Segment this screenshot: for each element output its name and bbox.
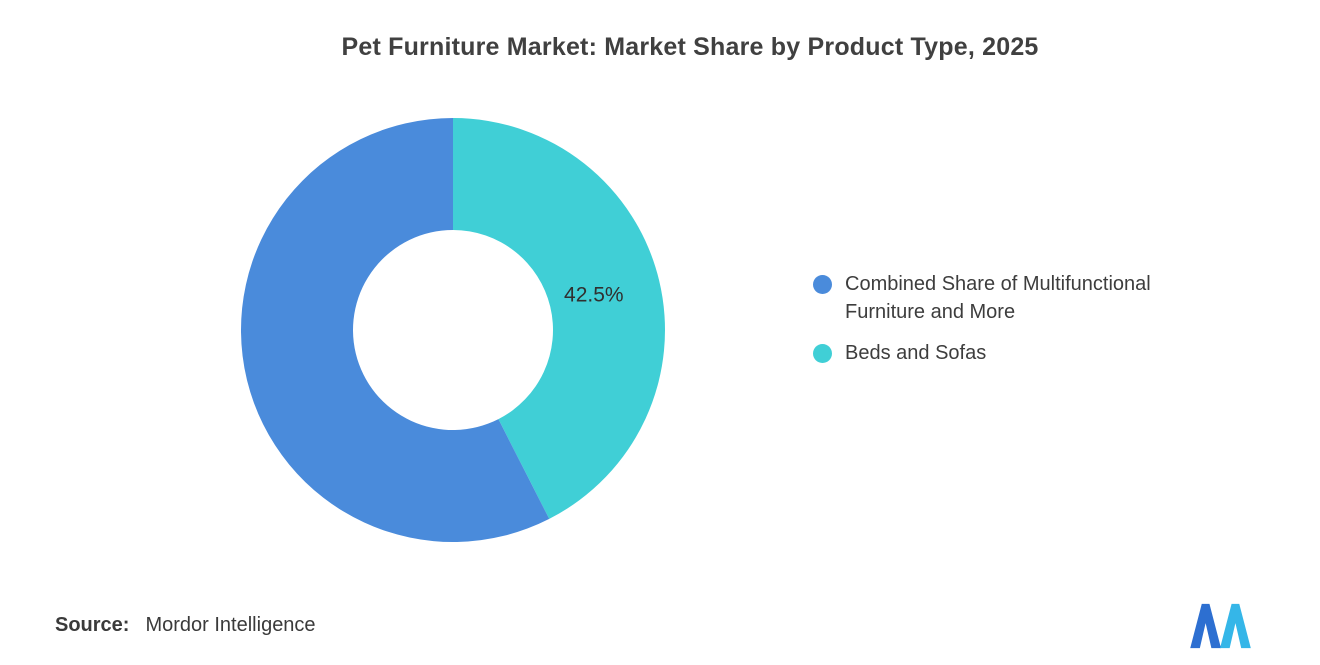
donut-slice-combined-share-of-multifunctional-furniture-and-more — [240, 118, 550, 542]
legend: Combined Share of Multifunctional Furnit… — [813, 270, 1233, 380]
logo-right-chevron — [1220, 603, 1251, 649]
legend-item: Combined Share of Multifunctional Furnit… — [813, 270, 1213, 326]
mordor-intelligence-logo — [1190, 600, 1252, 650]
logo-left-chevron — [1190, 603, 1221, 649]
source-name: Mordor Intelligence — [145, 614, 316, 636]
legend-marker-icon — [813, 344, 832, 363]
source-label: Source: — [55, 614, 130, 636]
slice-data-label: 42.5% — [564, 284, 624, 307]
chart-title: Pet Furniture Market: Market Share by Pr… — [341, 33, 1039, 61]
source-line: Source: Mordor Intelligence — [55, 614, 316, 637]
legend-marker-icon — [813, 275, 832, 294]
donut-slice-beds-and-sofas — [453, 118, 665, 519]
legend-item: Beds and Sofas — [813, 339, 1213, 367]
legend-item-label: Combined Share of Multifunctional Furnit… — [845, 273, 1151, 323]
mordor-logo-svg — [1190, 603, 1251, 649]
legend-item-label: Beds and Sofas — [845, 342, 987, 364]
donut-chart: 42.5% — [233, 110, 673, 550]
donut-chart-svg: 42.5% — [240, 118, 665, 542]
